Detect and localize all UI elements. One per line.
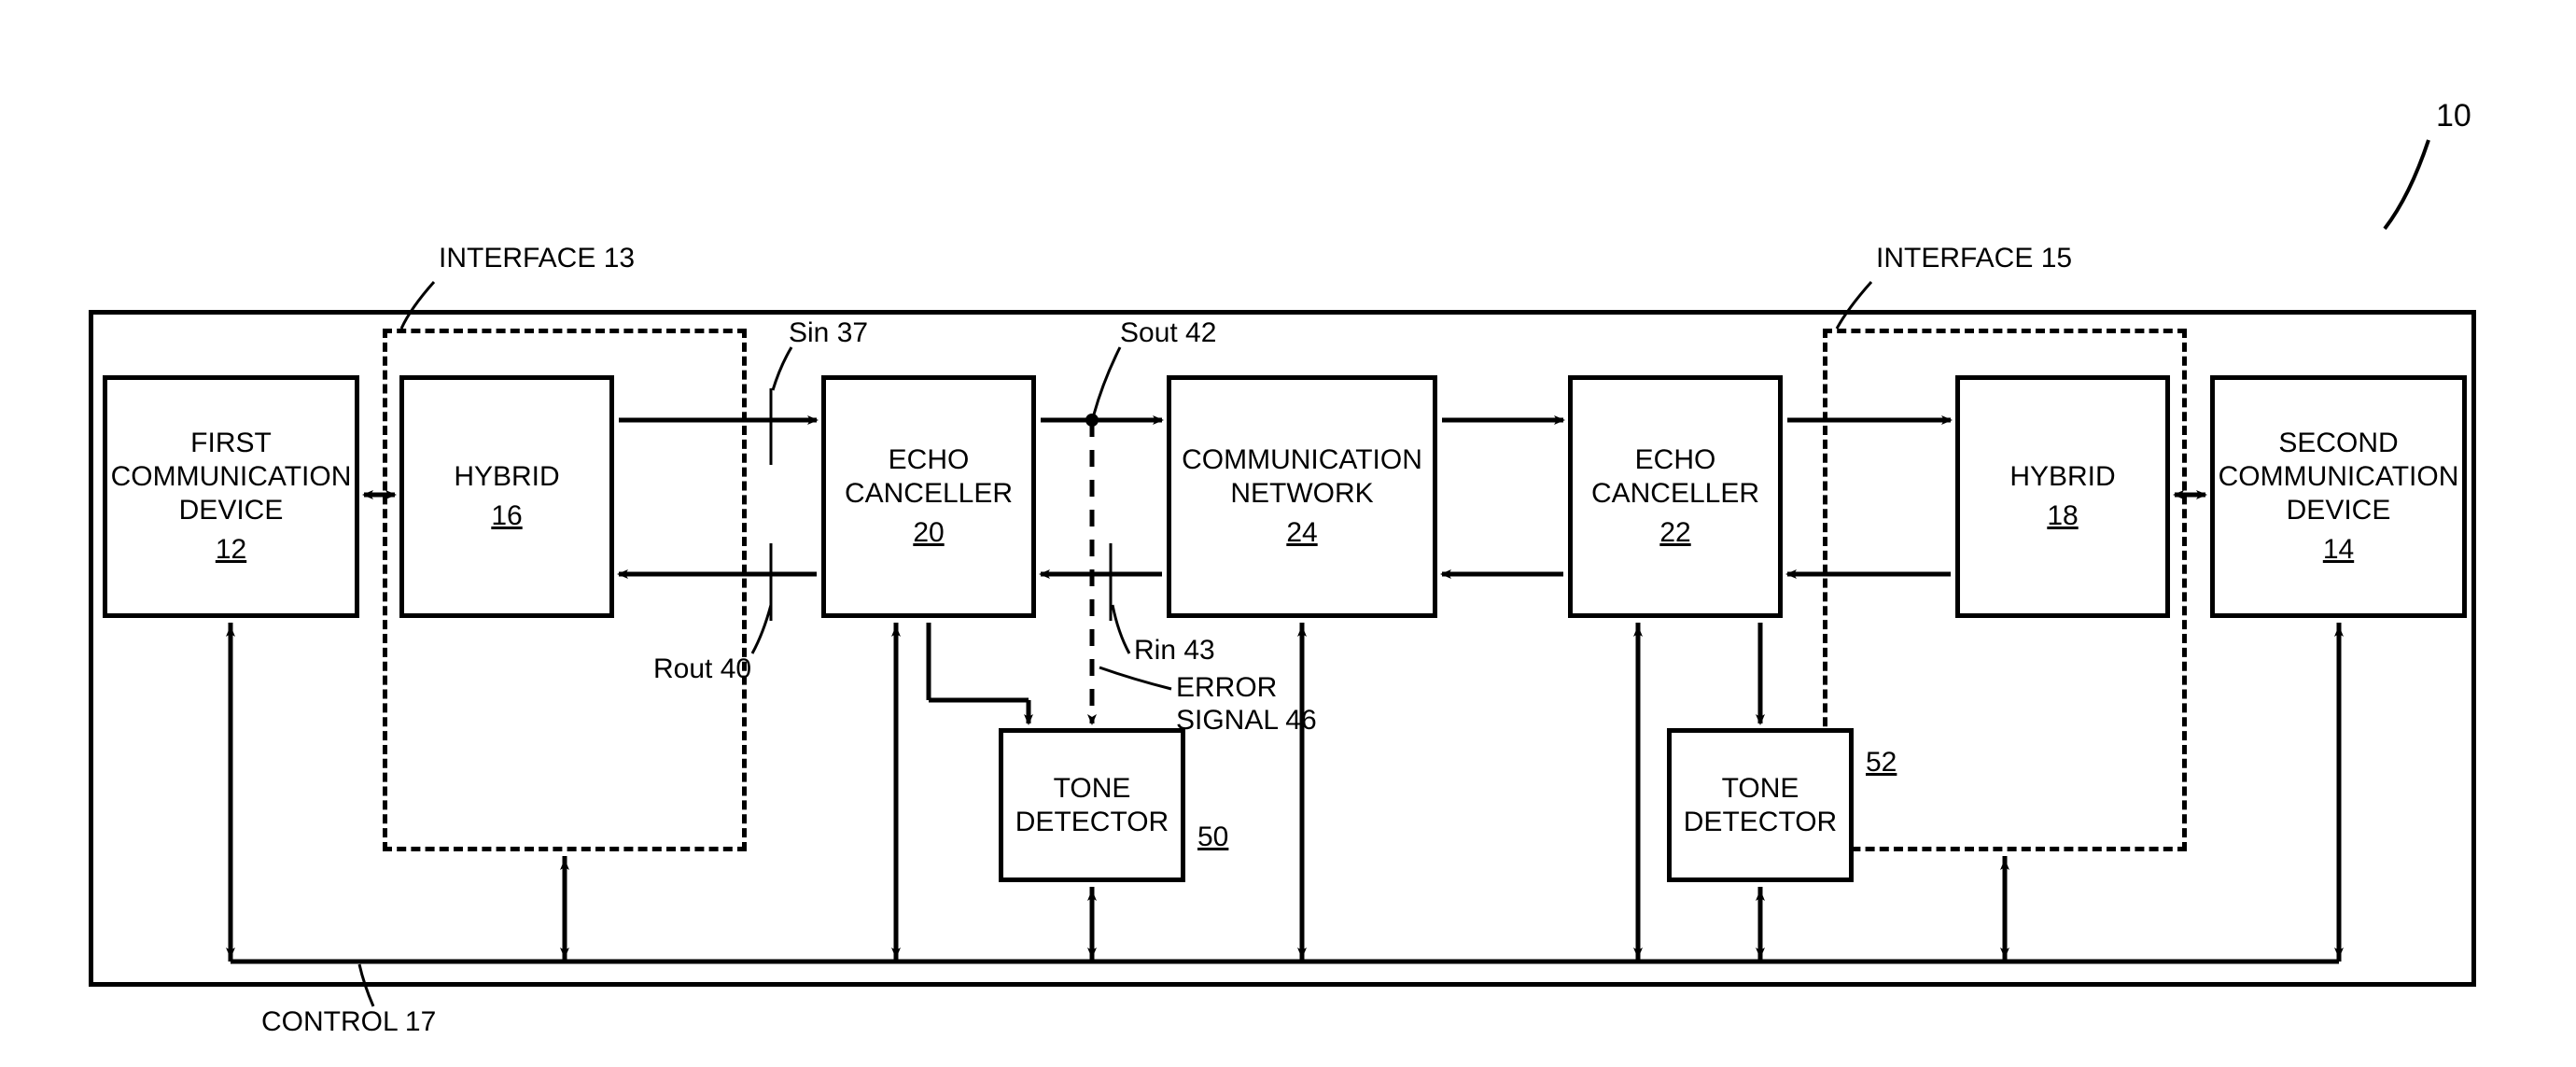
interface-left-label: INTERFACE 13: [439, 243, 635, 274]
echo-canceller-right: ECHO CANCELLER 22: [1568, 375, 1783, 618]
communication-network: COMMUNICATION NETWORK 24: [1167, 375, 1437, 618]
second-comm-device: SECOND COMMUNICATION DEVICE 14: [2210, 375, 2467, 618]
tone-right-num: 52: [1866, 747, 1897, 779]
interface-right-label: INTERFACE 15: [1876, 243, 2072, 274]
hybrid-right-title: HYBRID: [2009, 460, 2115, 494]
sout-label: Sout 42: [1120, 317, 1216, 349]
first-comm-device: FIRST COMMUNICATION DEVICE 12: [103, 375, 359, 618]
echo-canceller-left: ECHO CANCELLER 20: [821, 375, 1036, 618]
error-signal-label: ERROR SIGNAL 46: [1176, 672, 1317, 737]
hybrid-left: HYBRID 16: [399, 375, 614, 618]
tone-left-num: 50: [1197, 821, 1228, 853]
hybrid-right: HYBRID 18: [1955, 375, 2170, 618]
control-label: CONTROL 17: [261, 1006, 436, 1038]
hybrid-left-title: HYBRID: [454, 460, 559, 494]
hybrid-left-num: 16: [491, 499, 522, 533]
echo-left-title: ECHO CANCELLER: [845, 443, 1013, 511]
second-comm-device-title: SECOND COMMUNICATION DEVICE: [2219, 427, 2459, 527]
hybrid-right-num: 18: [2047, 499, 2078, 533]
first-comm-device-num: 12: [216, 533, 246, 567]
second-comm-device-num: 14: [2323, 533, 2354, 567]
rin-label: Rin 43: [1134, 635, 1215, 667]
tone-detector-left: TONE DETECTOR: [999, 728, 1185, 882]
tone-right-title: TONE DETECTOR: [1684, 772, 1837, 839]
figure-ref-label: 10: [2436, 98, 2471, 134]
tone-left-title: TONE DETECTOR: [1015, 772, 1169, 839]
sin-label: Sin 37: [789, 317, 868, 349]
echo-right-title: ECHO CANCELLER: [1591, 443, 1759, 511]
diagram-canvas: 10 INTERFACE 13 INTERFACE 15 FIRST COMMU…: [0, 0, 2576, 1067]
comm-net-title: COMMUNICATION NETWORK: [1182, 443, 1422, 511]
rout-label: Rout 40: [653, 653, 751, 685]
echo-left-num: 20: [913, 516, 944, 550]
comm-net-num: 24: [1286, 516, 1317, 550]
first-comm-device-title: FIRST COMMUNICATION DEVICE: [111, 427, 352, 527]
echo-right-num: 22: [1659, 516, 1690, 550]
tone-detector-right: TONE DETECTOR: [1667, 728, 1854, 882]
